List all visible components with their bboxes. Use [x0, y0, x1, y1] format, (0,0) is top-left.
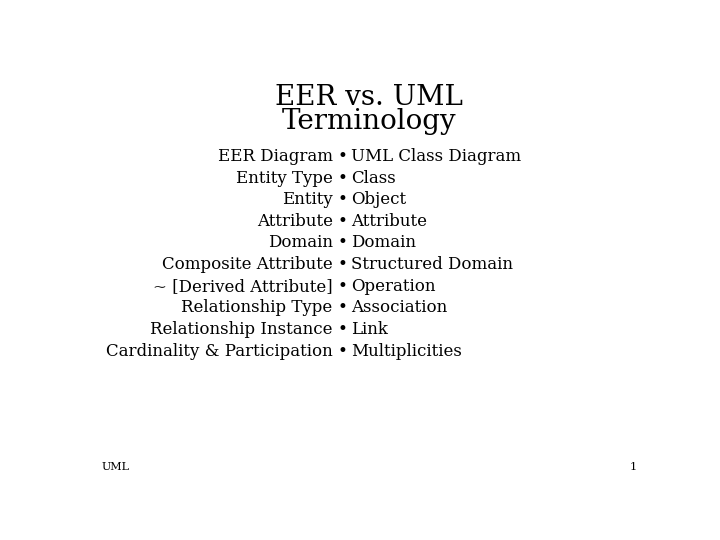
Text: Terminology: Terminology — [282, 109, 456, 136]
Text: UML Class Diagram: UML Class Diagram — [351, 148, 521, 165]
Text: •: • — [337, 148, 347, 165]
Text: •: • — [337, 321, 347, 338]
Text: Association: Association — [351, 299, 447, 316]
Text: •: • — [337, 191, 347, 208]
Text: Relationship Instance: Relationship Instance — [150, 321, 333, 338]
Text: 1: 1 — [630, 462, 637, 472]
Text: UML: UML — [101, 462, 129, 472]
Text: Relationship Type: Relationship Type — [181, 299, 333, 316]
Text: Domain: Domain — [268, 234, 333, 252]
Text: Entity: Entity — [282, 191, 333, 208]
Text: •: • — [337, 170, 347, 187]
Text: EER Diagram: EER Diagram — [217, 148, 333, 165]
Text: Class: Class — [351, 170, 396, 187]
Text: •: • — [337, 256, 347, 273]
Text: Composite Attribute: Composite Attribute — [162, 256, 333, 273]
Text: •: • — [337, 299, 347, 316]
Text: Entity Type: Entity Type — [236, 170, 333, 187]
Text: Attribute: Attribute — [351, 213, 427, 230]
Text: Link: Link — [351, 321, 388, 338]
Text: Object: Object — [351, 191, 406, 208]
Text: Multiplicities: Multiplicities — [351, 342, 462, 360]
Text: •: • — [337, 234, 347, 252]
Text: •: • — [337, 213, 347, 230]
Text: EER vs. UML: EER vs. UML — [275, 84, 463, 111]
Text: ~ [Derived Attribute]: ~ [Derived Attribute] — [153, 278, 333, 295]
Text: Cardinality & Participation: Cardinality & Participation — [106, 342, 333, 360]
Text: Structured Domain: Structured Domain — [351, 256, 513, 273]
Text: Domain: Domain — [351, 234, 416, 252]
Text: •: • — [337, 342, 347, 360]
Text: Operation: Operation — [351, 278, 436, 295]
Text: Attribute: Attribute — [257, 213, 333, 230]
Text: •: • — [337, 278, 347, 295]
